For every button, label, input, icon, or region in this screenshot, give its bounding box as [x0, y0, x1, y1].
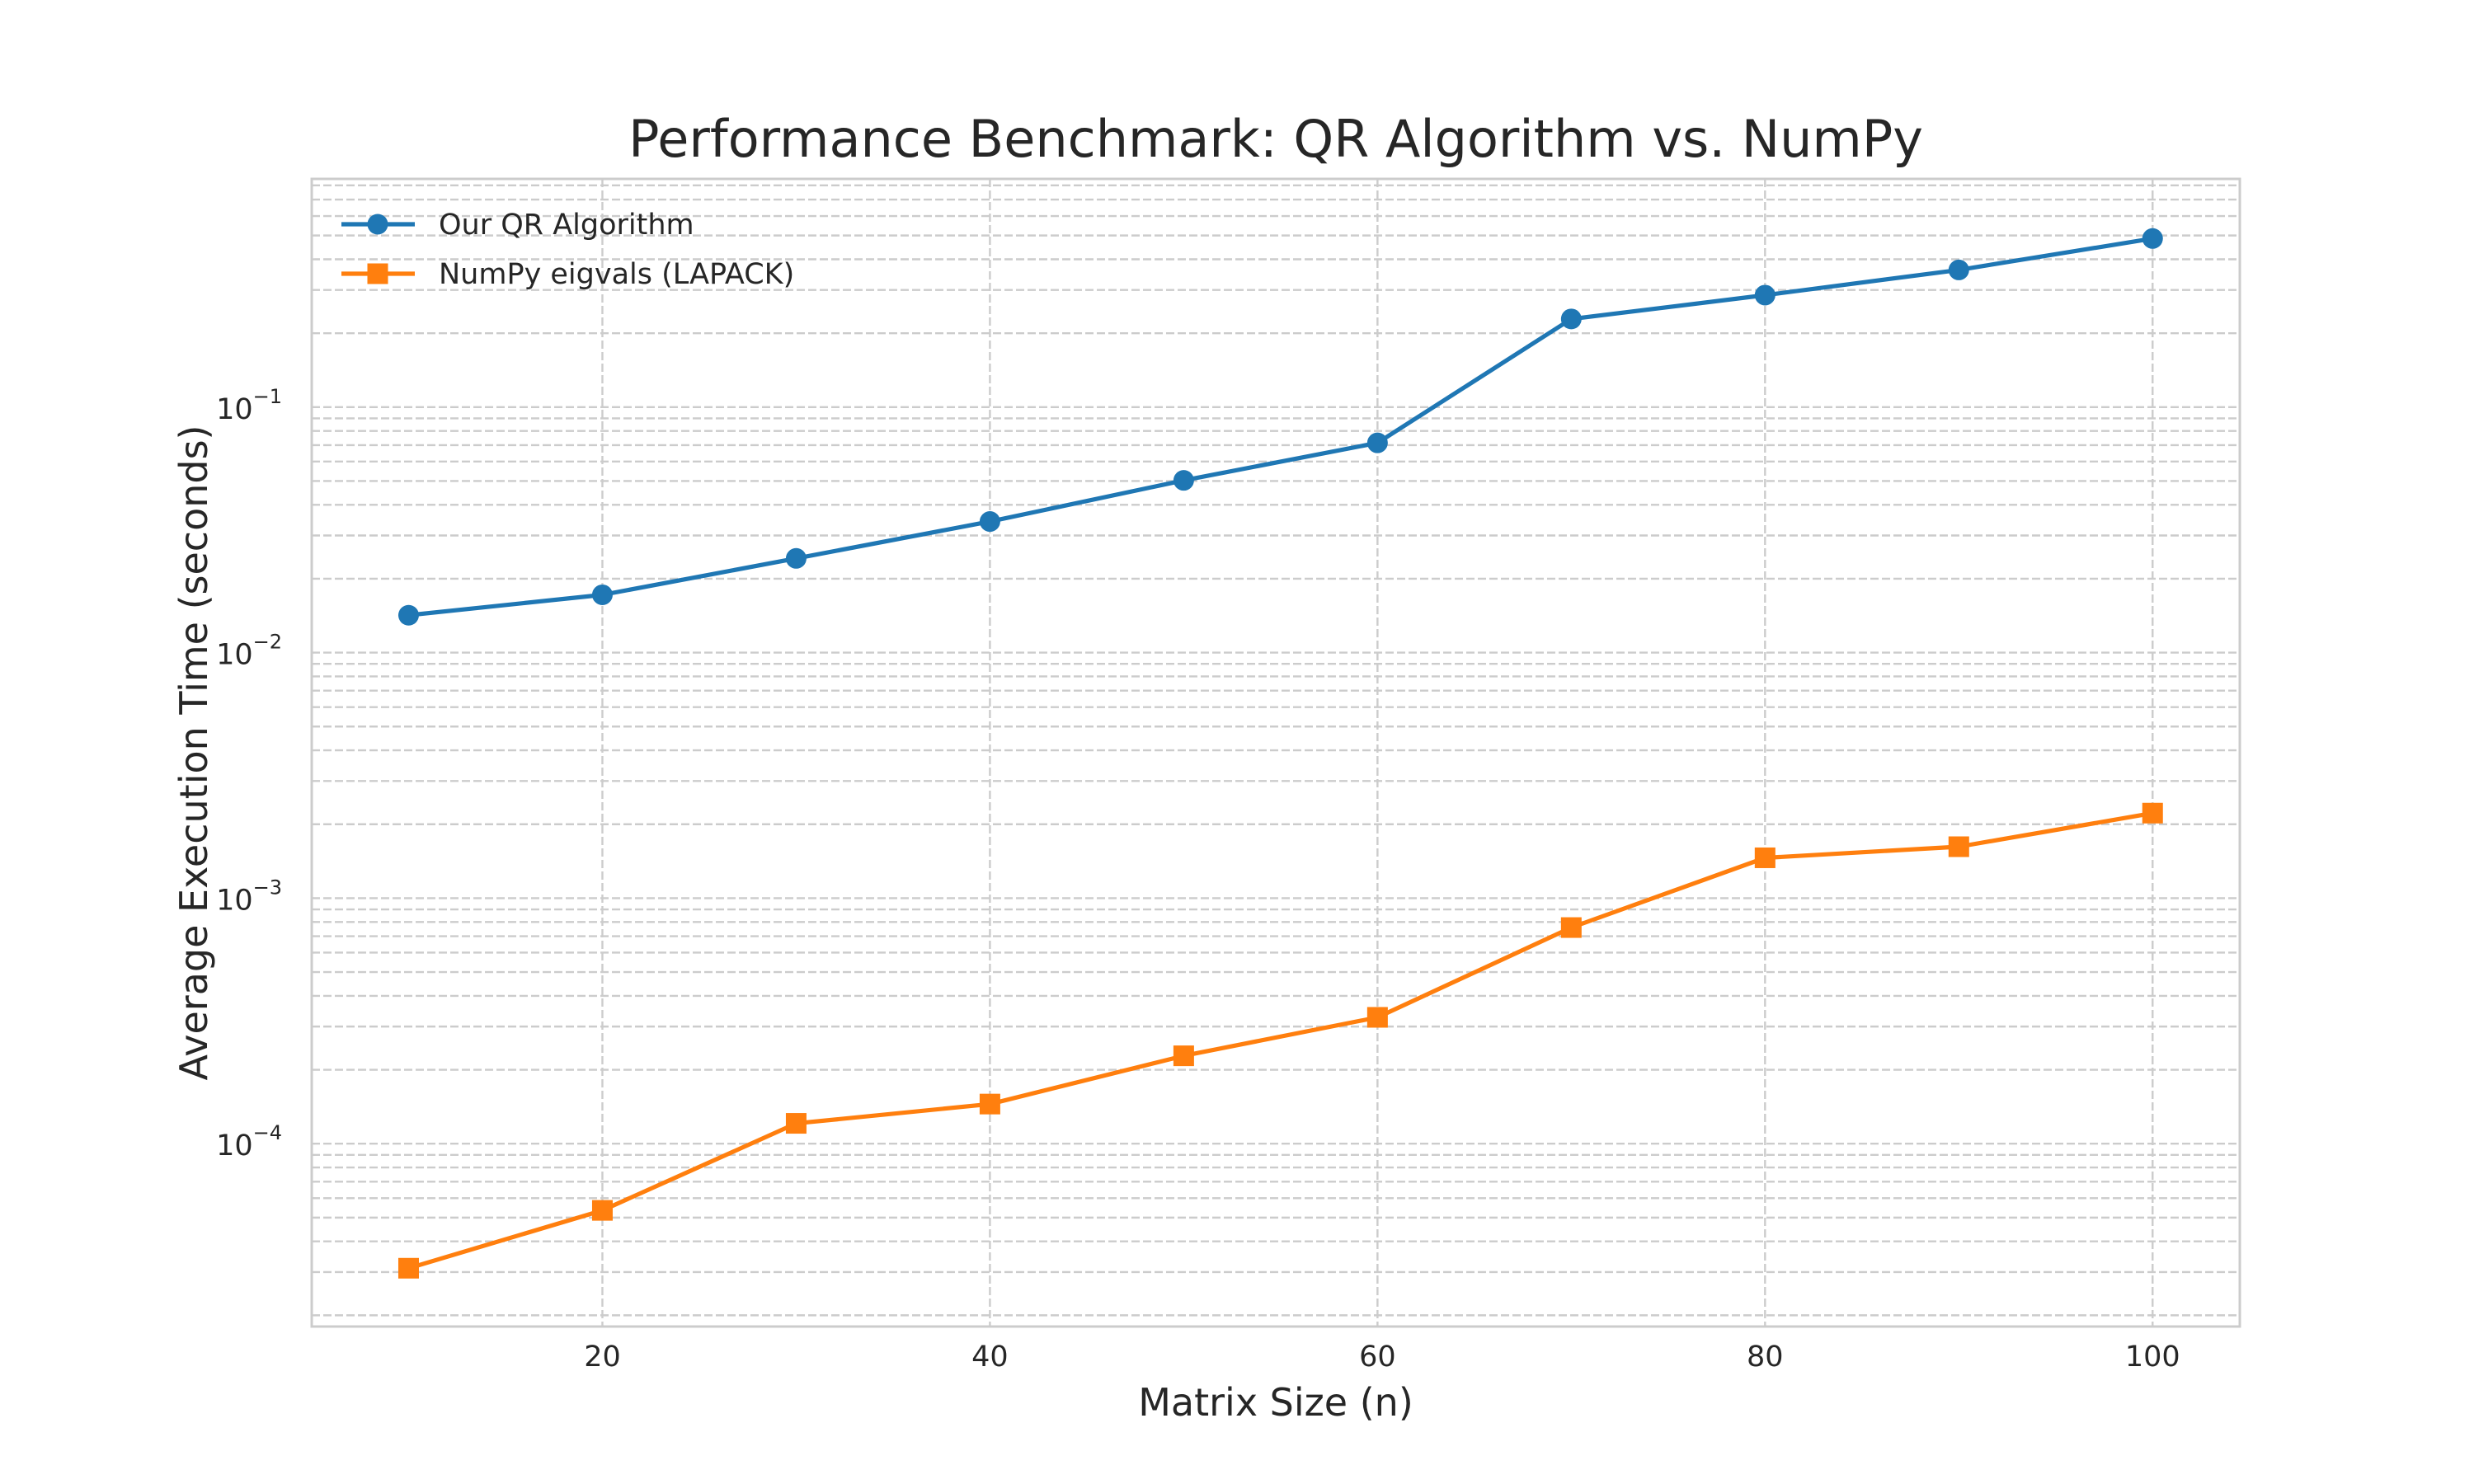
data-point [591, 1200, 613, 1221]
data-point [591, 584, 613, 605]
data-point [397, 604, 419, 626]
x-tick-label: 40 [971, 1341, 1009, 1374]
x-tick-label: 60 [1359, 1341, 1396, 1374]
grid [312, 179, 2240, 1327]
data-point [1754, 284, 1776, 306]
series-line [406, 810, 2155, 1270]
plot-frame [310, 177, 2241, 1328]
series-0 [397, 228, 2163, 626]
legend-item: NumPy eigvals (LAPACK) [341, 258, 794, 291]
y-tick-label: 10−2 [216, 631, 282, 672]
series-layer [397, 228, 2163, 1279]
data-point [1948, 259, 1969, 280]
x-tick-label: 100 [2125, 1341, 2180, 1374]
legend: Our QR Algorithm NumPy eigvals (LAPACK) [341, 209, 794, 291]
y-tick-label: 10−1 [216, 385, 282, 426]
legend-marker [367, 214, 388, 235]
data-point [1754, 847, 1776, 868]
data-point [1560, 917, 1582, 938]
data-point [1173, 470, 1194, 491]
legend-label: NumPy eigvals (LAPACK) [439, 258, 794, 291]
chart-title: Performance Benchmark: QR Algorithm vs. … [628, 109, 1923, 169]
data-point [1366, 432, 1388, 453]
y-axis-label: Average Execution Time (seconds) [172, 425, 216, 1081]
series-1 [397, 802, 2163, 1279]
x-tick-label: 20 [584, 1341, 621, 1374]
data-point [2142, 228, 2163, 249]
data-point [979, 511, 1000, 533]
legend-marker [367, 263, 388, 284]
series-line [406, 236, 2155, 618]
x-axis-label: Matrix Size (n) [1138, 1380, 1413, 1425]
data-point [1173, 1045, 1194, 1067]
legend-label: Our QR Algorithm [439, 209, 694, 242]
legend-item: Our QR Algorithm [341, 209, 694, 242]
y-tick-label: 10−4 [216, 1121, 282, 1162]
data-point [1366, 1007, 1388, 1028]
data-point [785, 547, 807, 569]
data-point [979, 1093, 1000, 1115]
tick-labels: 20 40 60 80 100 10−4 10−3 10−2 10−1 [216, 385, 2180, 1374]
data-point [1560, 308, 1582, 330]
y-tick-label: 10−3 [216, 876, 282, 917]
data-point [1948, 836, 1969, 857]
data-point [397, 1257, 419, 1279]
x-tick-label: 80 [1747, 1341, 1784, 1374]
data-point [785, 1113, 807, 1134]
data-point [2142, 802, 2163, 824]
